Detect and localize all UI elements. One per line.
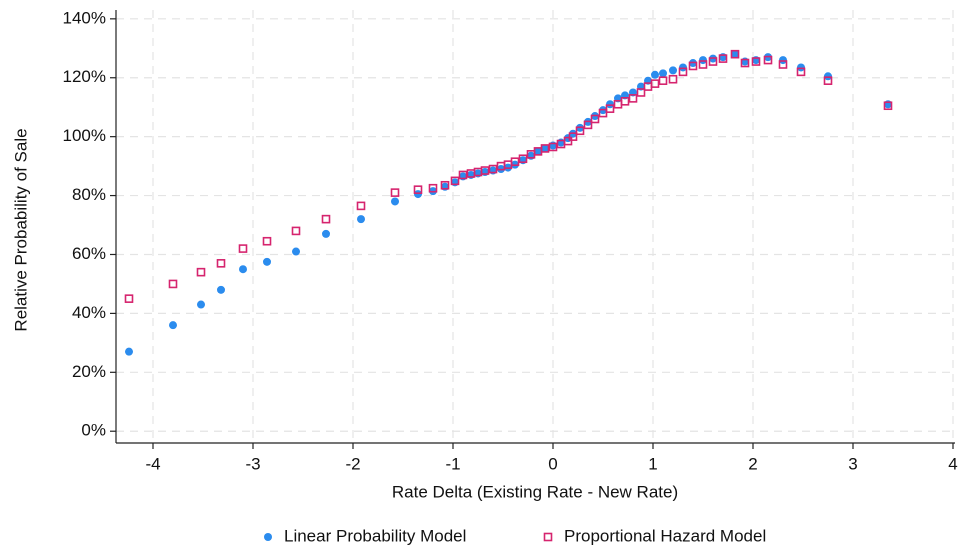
point: [605, 104, 615, 113]
point: [628, 94, 638, 103]
point: [669, 66, 677, 75]
point: [428, 183, 438, 193]
y-tick-label: 80%: [72, 185, 106, 204]
point: [650, 79, 660, 88]
legend-marker: [543, 532, 553, 542]
point: [699, 56, 707, 65]
point: [480, 166, 490, 175]
x-tick-label: -1: [445, 454, 460, 473]
x-axis-title: Rate Delta (Existing Rate - New Rate): [392, 482, 678, 501]
point: [540, 144, 550, 153]
x-tick-label: 3: [848, 454, 857, 473]
point: [575, 126, 585, 136]
point: [796, 67, 806, 77]
point: [488, 164, 498, 174]
point: [357, 215, 365, 224]
point: [563, 136, 573, 146]
point: [883, 101, 893, 111]
point: [217, 285, 225, 294]
legend-label: Linear Probability Model: [284, 526, 466, 545]
point: [823, 76, 833, 85]
point: [718, 54, 728, 63]
point: [763, 55, 773, 65]
point: [679, 63, 687, 72]
point: [292, 247, 300, 256]
point: [440, 180, 450, 190]
point: [668, 74, 678, 84]
point: [779, 56, 787, 65]
point: [708, 57, 718, 66]
x-tick-label: -2: [345, 454, 360, 473]
y-tick-label: 140%: [63, 8, 106, 27]
y-tick-label: 100%: [63, 126, 106, 145]
point: [651, 70, 659, 79]
point: [391, 197, 399, 206]
x-tick-label: 4: [948, 454, 957, 473]
point: [658, 76, 668, 85]
y-tick-label: 120%: [63, 67, 106, 86]
point: [291, 226, 301, 236]
point: [239, 265, 247, 274]
x-tick-label: -4: [145, 454, 160, 473]
point: [196, 267, 206, 277]
point: [413, 185, 423, 194]
point: [534, 147, 542, 156]
point: [390, 188, 400, 197]
point: [636, 88, 646, 97]
x-tick-label: -3: [245, 454, 260, 473]
point: [518, 154, 528, 164]
y-tick-label: 40%: [72, 303, 106, 322]
point: [698, 60, 708, 69]
point: [824, 72, 832, 81]
y-tick-label: 60%: [72, 244, 106, 263]
y-tick-label: 0%: [81, 421, 106, 440]
point: [356, 201, 366, 211]
point: [797, 63, 805, 72]
point: [590, 114, 600, 124]
point: [216, 259, 226, 268]
y-tick-label: 20%: [72, 362, 106, 381]
point: [321, 214, 331, 224]
point: [606, 100, 614, 109]
point: [510, 157, 520, 166]
point: [778, 60, 788, 69]
point: [263, 257, 271, 266]
point: [730, 49, 740, 59]
x-tick-label: 0: [548, 454, 557, 473]
point: [262, 236, 272, 246]
point: [458, 170, 468, 180]
point: [659, 69, 667, 78]
point: [322, 229, 330, 238]
y-axis-title: Relative Probability of Sale: [11, 128, 30, 331]
point: [678, 67, 688, 77]
point: [169, 321, 177, 330]
point: [541, 144, 549, 153]
point: [548, 142, 558, 152]
point: [197, 300, 205, 309]
point: [583, 120, 593, 130]
point: [168, 279, 178, 289]
point: [238, 244, 248, 253]
point: [414, 190, 422, 199]
point: [124, 294, 134, 303]
point: [731, 50, 739, 59]
point: [450, 176, 460, 186]
point: [620, 97, 630, 106]
point: [688, 61, 698, 71]
point: [598, 108, 608, 118]
point: [125, 347, 133, 356]
point: [751, 57, 761, 66]
legend-label: Proportional Hazard Model: [564, 526, 766, 545]
legend-marker: [264, 533, 272, 541]
x-tick-label: 2: [748, 454, 757, 473]
point: [568, 132, 578, 141]
point: [740, 58, 750, 68]
x-tick-label: 1: [648, 454, 657, 473]
